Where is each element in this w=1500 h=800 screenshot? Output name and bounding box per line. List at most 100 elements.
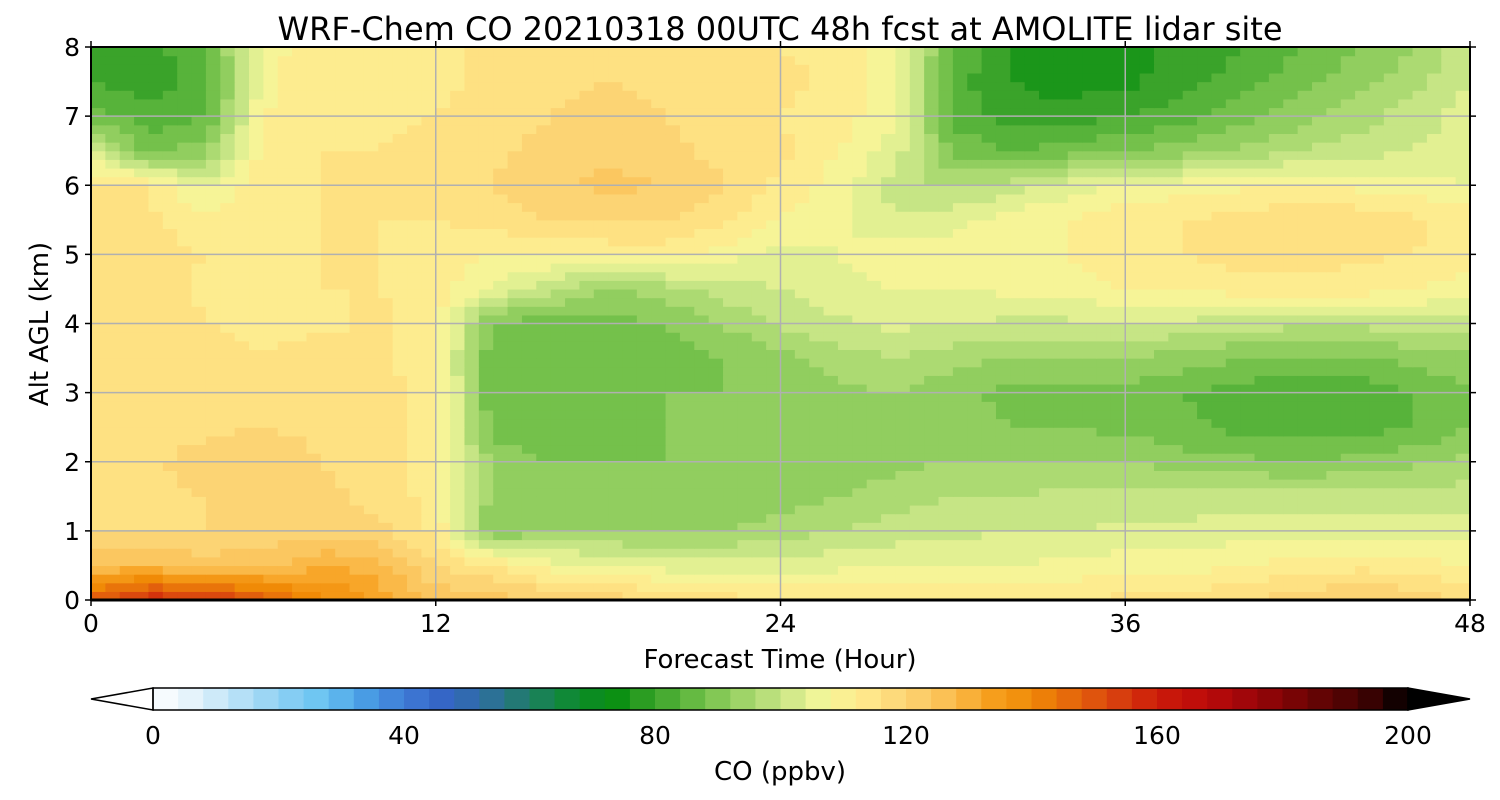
contour-cell xyxy=(536,548,552,558)
contour-cell xyxy=(636,237,652,247)
contour-cell xyxy=(277,176,293,186)
contour-cell xyxy=(1197,375,1213,385)
contour-cell xyxy=(234,409,250,420)
contour-cell xyxy=(751,211,767,221)
contour-cell xyxy=(837,176,853,186)
contour-cell xyxy=(1067,418,1083,428)
contour-cell xyxy=(737,150,753,160)
contour-cell xyxy=(579,487,595,497)
contour-cell xyxy=(1182,565,1198,575)
contour-cell xyxy=(363,306,379,316)
contour-cell xyxy=(1125,366,1141,376)
contour-cell xyxy=(737,539,753,549)
contour-cell xyxy=(565,401,580,411)
contour-cell xyxy=(450,427,466,437)
contour-cell xyxy=(1283,185,1299,195)
contour-cell xyxy=(679,556,695,567)
contour-cell xyxy=(306,479,322,489)
contour-cell xyxy=(565,219,580,230)
contour-cell xyxy=(751,582,767,592)
contour-cell xyxy=(277,591,293,600)
contour-cell xyxy=(277,418,293,428)
contour-cell xyxy=(636,358,652,368)
contour-cell xyxy=(837,263,853,273)
contour-cell xyxy=(550,202,566,212)
contour-cell xyxy=(421,392,437,402)
contour-cell xyxy=(665,548,681,558)
contour-cell xyxy=(191,159,207,169)
contour-cell xyxy=(1010,556,1026,567)
contour-cell xyxy=(478,453,494,463)
contour-cell xyxy=(1240,574,1256,584)
contour-cell xyxy=(766,530,782,541)
contour-cell xyxy=(1024,167,1040,178)
contour-cell xyxy=(407,574,422,584)
contour-cell xyxy=(981,392,997,402)
contour-cell xyxy=(593,297,609,307)
contour-cell xyxy=(837,496,853,506)
contour-cell xyxy=(952,288,968,299)
contour-cell xyxy=(1182,254,1198,264)
contour-cell xyxy=(1197,159,1213,169)
contour-cell xyxy=(1067,392,1083,402)
contour-cell xyxy=(1225,565,1241,575)
contour-cell xyxy=(105,409,121,420)
contour-cell xyxy=(234,176,250,186)
contour-cell xyxy=(938,271,954,281)
contour-cell xyxy=(766,461,782,471)
contour-cell xyxy=(450,332,466,342)
contour-cell xyxy=(162,167,178,178)
contour-cell xyxy=(881,358,897,368)
contour-cell xyxy=(1053,228,1069,238)
contour-cell xyxy=(220,185,236,195)
contour-cell xyxy=(1168,383,1184,394)
contour-cell xyxy=(1426,530,1442,541)
contour-cell xyxy=(924,280,940,290)
contour-cell xyxy=(751,461,767,471)
contour-cell xyxy=(191,375,207,385)
contour-cell xyxy=(1297,409,1313,420)
contour-cell xyxy=(694,237,710,247)
contour-cell xyxy=(1268,401,1284,411)
contour-cell xyxy=(191,332,207,342)
contour-cell xyxy=(780,358,796,368)
contour-cell xyxy=(924,470,940,480)
contour-cell xyxy=(708,150,724,160)
contour-cell xyxy=(565,254,580,264)
contour-cell xyxy=(866,323,882,333)
contour-cell xyxy=(536,245,552,255)
contour-cell xyxy=(292,548,308,558)
contour-cell xyxy=(837,444,853,454)
contour-cell xyxy=(895,487,911,497)
contour-cell xyxy=(292,574,308,584)
contour-cell xyxy=(1412,167,1428,178)
contour-cell xyxy=(1297,530,1313,541)
contour-cell xyxy=(708,479,724,489)
contour-cell xyxy=(191,340,207,351)
contour-cell xyxy=(694,366,710,376)
contour-cell xyxy=(1326,522,1342,532)
contour-cell xyxy=(148,392,164,402)
contour-cell xyxy=(622,556,638,567)
contour-cell xyxy=(636,409,652,420)
contour-cell xyxy=(1168,176,1184,186)
contour-cell xyxy=(320,444,336,454)
contour-cell xyxy=(866,150,882,160)
contour-cell xyxy=(234,366,250,376)
contour-cell xyxy=(881,263,897,273)
contour-cell xyxy=(866,263,882,273)
contour-cell xyxy=(1240,314,1256,325)
contour-cell xyxy=(881,383,897,394)
contour-cell xyxy=(809,435,825,446)
contour-cell xyxy=(1110,219,1126,230)
contour-cell xyxy=(837,202,853,212)
contour-cell xyxy=(407,504,422,515)
contour-cell xyxy=(263,556,279,567)
contour-cell xyxy=(450,306,466,316)
contour-cell xyxy=(1355,211,1371,221)
contour-cell xyxy=(134,193,150,204)
contour-cell xyxy=(952,574,968,584)
contour-cell xyxy=(794,185,810,195)
contour-cell xyxy=(507,461,523,471)
contour-cell xyxy=(780,167,796,178)
